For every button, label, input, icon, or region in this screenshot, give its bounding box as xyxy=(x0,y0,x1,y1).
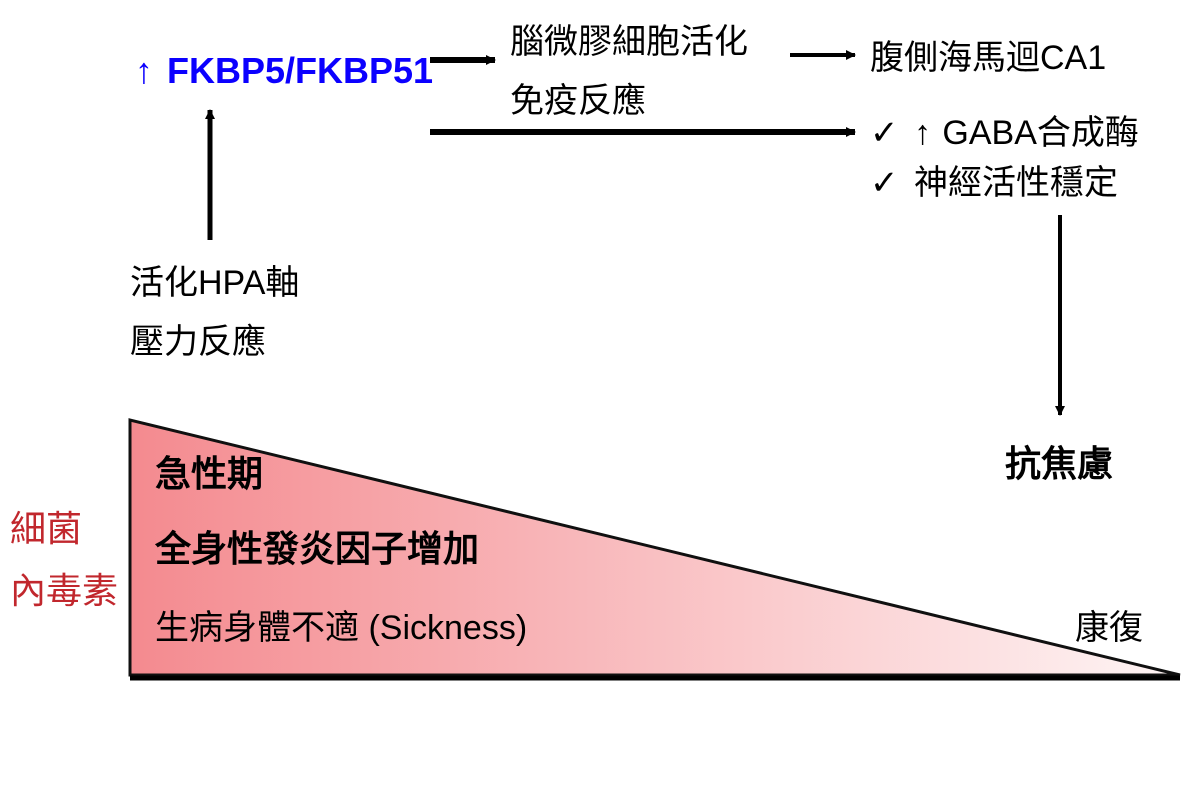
ca1-node: 腹側海馬迴CA1 xyxy=(870,30,1106,79)
gaba-text: GABA合成酶 xyxy=(942,114,1138,152)
microglia-line2: 免疫反應 xyxy=(510,73,748,122)
endotoxin-line2: 內毒素 xyxy=(10,562,118,614)
up-arrow-icon: ↑ xyxy=(135,50,153,91)
check-icon: ✓ xyxy=(870,164,899,202)
triangle-acute-label: 急性期 xyxy=(155,445,263,497)
hpa-line1: 活化HPA軸 xyxy=(130,255,299,304)
up-arrow-icon: ↑ xyxy=(914,114,931,152)
fkbp-node: ↑ FKBP5/FKBP51 xyxy=(135,50,433,92)
gaba-node: ✓ ↑ GABA合成酶 xyxy=(870,105,1139,154)
recovery-node: 康復 xyxy=(1075,600,1143,649)
triangle-inflam-label: 全身性發炎因子增加 xyxy=(155,520,479,572)
triangle-sickness-label: 生病身體不適 (Sickness) xyxy=(155,600,527,649)
anxiolytic-node: 抗焦慮 xyxy=(1005,435,1113,487)
hpa-line2: 壓力反應 xyxy=(130,314,299,363)
microglia-node: 腦微膠細胞活化 免疫反應 xyxy=(510,14,748,122)
endotoxin-node: 細菌 內毒素 xyxy=(10,500,118,614)
neuro-stability-node: ✓ 神經活性穩定 xyxy=(870,155,1118,204)
fkbp-text: FKBP5/FKBP51 xyxy=(167,50,433,91)
endotoxin-line1: 細菌 xyxy=(10,500,118,552)
hpa-node: 活化HPA軸 壓力反應 xyxy=(130,255,299,363)
diagram-stage: ↑ FKBP5/FKBP51 腦微膠細胞活化 免疫反應 腹側海馬迴CA1 ✓ ↑… xyxy=(0,0,1200,800)
check-icon: ✓ xyxy=(870,114,899,152)
microglia-line1: 腦微膠細胞活化 xyxy=(510,14,748,63)
neuro-text: 神經活性穩定 xyxy=(914,164,1118,202)
